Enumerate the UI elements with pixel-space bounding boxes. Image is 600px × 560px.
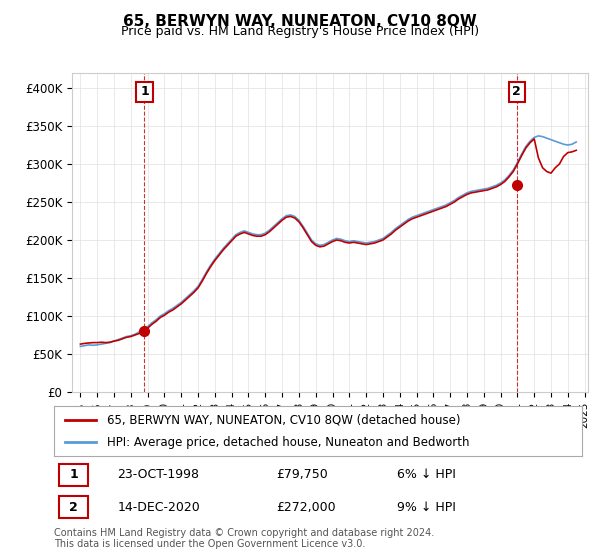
Text: £272,000: £272,000 xyxy=(276,501,335,514)
Text: Price paid vs. HM Land Registry's House Price Index (HPI): Price paid vs. HM Land Registry's House … xyxy=(121,25,479,38)
Text: £79,750: £79,750 xyxy=(276,469,328,482)
Text: 2: 2 xyxy=(69,501,78,514)
FancyBboxPatch shape xyxy=(59,496,88,519)
Text: 1: 1 xyxy=(69,469,78,482)
Text: 6% ↓ HPI: 6% ↓ HPI xyxy=(397,469,456,482)
Text: 2: 2 xyxy=(512,86,521,99)
Text: 14-DEC-2020: 14-DEC-2020 xyxy=(118,501,200,514)
Text: 9% ↓ HPI: 9% ↓ HPI xyxy=(397,501,456,514)
FancyBboxPatch shape xyxy=(59,464,88,486)
Text: 65, BERWYN WAY, NUNEATON, CV10 8QW: 65, BERWYN WAY, NUNEATON, CV10 8QW xyxy=(123,14,477,29)
Text: Contains HM Land Registry data © Crown copyright and database right 2024.
This d: Contains HM Land Registry data © Crown c… xyxy=(54,528,434,549)
Text: 23-OCT-1998: 23-OCT-1998 xyxy=(118,469,199,482)
Text: 1: 1 xyxy=(140,86,149,99)
Text: HPI: Average price, detached house, Nuneaton and Bedworth: HPI: Average price, detached house, Nune… xyxy=(107,436,469,449)
Text: 65, BERWYN WAY, NUNEATON, CV10 8QW (detached house): 65, BERWYN WAY, NUNEATON, CV10 8QW (deta… xyxy=(107,414,460,427)
